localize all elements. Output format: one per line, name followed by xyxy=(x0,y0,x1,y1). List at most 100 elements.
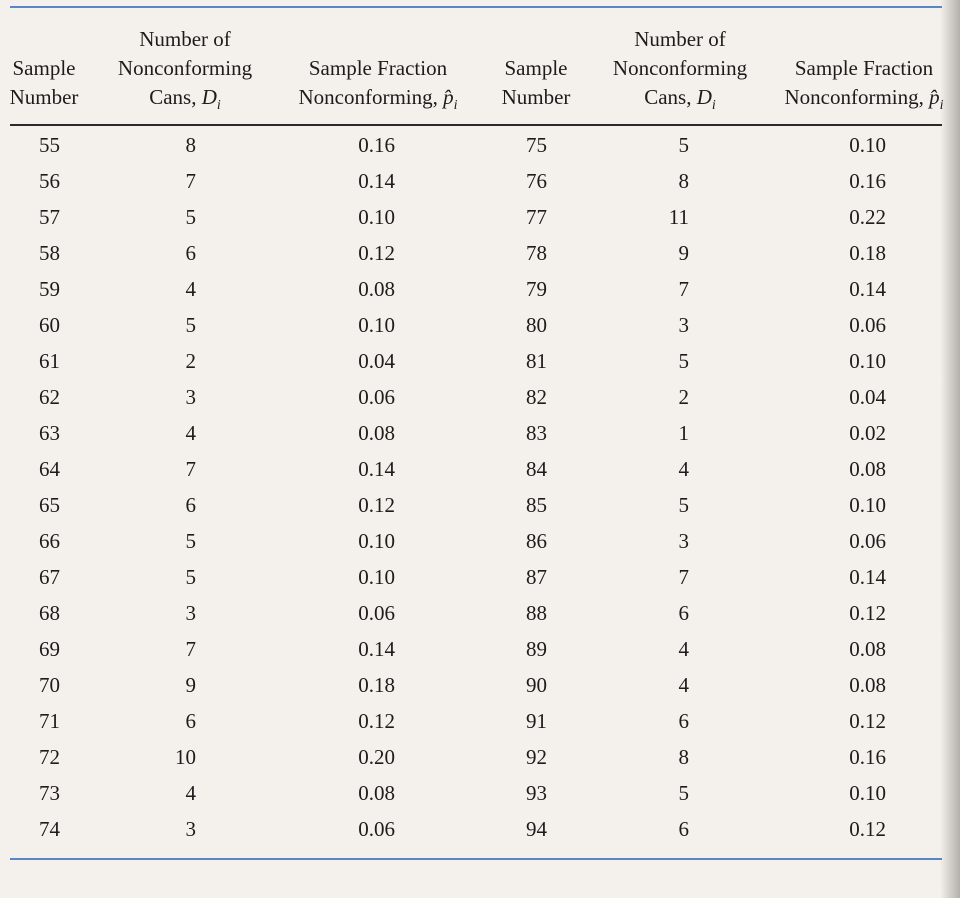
cell-fraction: 0.08 xyxy=(358,781,395,805)
table-row: 63 4 0.08 83 1 0.02 xyxy=(0,415,960,451)
p-subscript: i xyxy=(940,98,944,113)
cell-sample-number: 91 xyxy=(526,709,547,733)
cell-nonconforming-count: 5 xyxy=(678,133,690,157)
table-row: 66 5 0.10 86 3 0.06 xyxy=(0,523,960,559)
cell-fraction: 0.14 xyxy=(358,457,395,481)
d-subscript: i xyxy=(216,98,221,114)
cell-fraction: 0.14 xyxy=(358,637,395,661)
table-row: 68 3 0.06 88 6 0.12 xyxy=(0,595,960,631)
cell-sample-number: 68 xyxy=(39,601,60,625)
cell-nonconforming-count: 5 xyxy=(185,565,197,589)
cell-nonconforming-count: 4 xyxy=(678,637,690,661)
cell-nonconforming-count: 11 xyxy=(668,205,689,229)
cell-sample-number: 76 xyxy=(526,169,547,193)
header-line: Cans, Di xyxy=(149,85,221,114)
cell-nonconforming-count: 7 xyxy=(678,565,690,589)
cell-nonconforming-count: 6 xyxy=(185,709,197,733)
cell-sample-number: 90 xyxy=(526,673,547,697)
cell-fraction: 0.04 xyxy=(849,385,886,409)
cell-nonconforming-count: 7 xyxy=(185,169,197,193)
cell-sample-number: 74 xyxy=(39,817,60,841)
cell-fraction: 0.10 xyxy=(358,529,395,553)
header-fraction-right: Sample Fraction Nonconforming, p̂i xyxy=(778,54,950,113)
cell-nonconforming-count: 8 xyxy=(678,169,690,193)
cell-sample-number: 71 xyxy=(39,709,60,733)
cell-nonconforming-count: 10 xyxy=(175,745,196,769)
table-row: 74 3 0.06 94 6 0.12 xyxy=(0,811,960,847)
cell-nonconforming-count: 3 xyxy=(678,313,690,337)
table-row: 71 6 0.12 91 6 0.12 xyxy=(0,703,960,739)
cell-sample-number: 87 xyxy=(526,565,547,589)
cell-nonconforming-count: 5 xyxy=(185,205,197,229)
cell-sample-number: 55 xyxy=(39,133,60,157)
header-line: Cans, Di xyxy=(644,85,716,114)
cell-nonconforming-count: 6 xyxy=(678,709,690,733)
cell-fraction: 0.08 xyxy=(849,673,886,697)
cell-sample-number: 92 xyxy=(526,745,547,769)
table-row: 69 7 0.14 89 4 0.08 xyxy=(0,631,960,667)
cell-nonconforming-count: 3 xyxy=(185,601,197,625)
cell-nonconforming-count: 3 xyxy=(185,817,197,841)
cell-nonconforming-count: 3 xyxy=(678,529,690,553)
cell-nonconforming-count: 4 xyxy=(185,277,197,301)
cell-sample-number: 65 xyxy=(39,493,60,517)
table-row: 67 5 0.10 87 7 0.14 xyxy=(0,559,960,595)
cell-nonconforming-count: 4 xyxy=(185,781,197,805)
cell-fraction: 0.08 xyxy=(849,637,886,661)
header-line: Sample Fraction xyxy=(794,56,934,80)
header-line: Number of xyxy=(634,27,726,51)
cell-nonconforming-count: 5 xyxy=(185,313,197,337)
cell-nonconforming-count: 1 xyxy=(678,421,690,445)
cell-sample-number: 56 xyxy=(39,169,60,193)
cell-fraction: 0.14 xyxy=(849,277,886,301)
cell-nonconforming-count: 2 xyxy=(678,385,690,409)
cell-sample-number: 69 xyxy=(39,637,60,661)
cell-fraction: 0.20 xyxy=(358,745,395,769)
cell-fraction: 0.12 xyxy=(849,601,886,625)
header-line: Number xyxy=(501,85,571,109)
table-row: 57 5 0.10 77 11 0.22 xyxy=(0,199,960,235)
cell-fraction: 0.02 xyxy=(849,421,886,445)
cell-fraction: 0.18 xyxy=(849,241,886,265)
d-subscript: i xyxy=(711,98,716,114)
cell-sample-number: 58 xyxy=(39,241,60,265)
top-rule xyxy=(10,6,942,8)
cell-fraction: 0.08 xyxy=(849,457,886,481)
cell-sample-number: 84 xyxy=(526,457,547,481)
cell-fraction: 0.14 xyxy=(358,169,395,193)
cell-sample-number: 64 xyxy=(39,457,60,481)
cell-fraction: 0.12 xyxy=(358,709,395,733)
cell-nonconforming-count: 6 xyxy=(678,817,690,841)
header-line: Sample xyxy=(12,56,76,80)
cell-sample-number: 75 xyxy=(526,133,547,157)
cell-fraction: 0.06 xyxy=(358,385,395,409)
cell-sample-number: 82 xyxy=(526,385,547,409)
header-nonconforming-left: Number of Nonconforming Cans, Di xyxy=(110,25,260,114)
header-line: Nonconforming xyxy=(612,56,748,80)
cell-nonconforming-count: 6 xyxy=(678,601,690,625)
cell-sample-number: 73 xyxy=(39,781,60,805)
bottom-rule xyxy=(10,858,942,860)
cell-fraction: 0.16 xyxy=(849,169,886,193)
table-row: 62 3 0.06 82 2 0.04 xyxy=(0,379,960,415)
cell-fraction: 0.12 xyxy=(849,817,886,841)
cell-fraction: 0.10 xyxy=(849,493,886,517)
cell-fraction: 0.10 xyxy=(849,349,886,373)
cell-nonconforming-count: 2 xyxy=(185,349,197,373)
cell-nonconforming-count: 5 xyxy=(678,781,690,805)
cell-sample-number: 70 xyxy=(39,673,60,697)
cell-fraction: 0.08 xyxy=(358,421,395,445)
cell-sample-number: 62 xyxy=(39,385,60,409)
table-row: 70 9 0.18 90 4 0.08 xyxy=(0,667,960,703)
cell-nonconforming-count: 7 xyxy=(185,457,197,481)
cell-fraction: 0.06 xyxy=(358,601,395,625)
cell-nonconforming-count: 8 xyxy=(678,745,690,769)
p-subscript: i xyxy=(453,98,458,114)
cell-sample-number: 72 xyxy=(39,745,60,769)
cell-nonconforming-count: 7 xyxy=(185,637,197,661)
table-row: 73 4 0.08 93 5 0.10 xyxy=(0,775,960,811)
header-line: Nonconforming, p̂i xyxy=(778,83,950,113)
header-line: Sample Fraction xyxy=(308,56,448,80)
cell-sample-number: 85 xyxy=(526,493,547,517)
header-line: Nonconforming, p̂i xyxy=(298,85,458,114)
